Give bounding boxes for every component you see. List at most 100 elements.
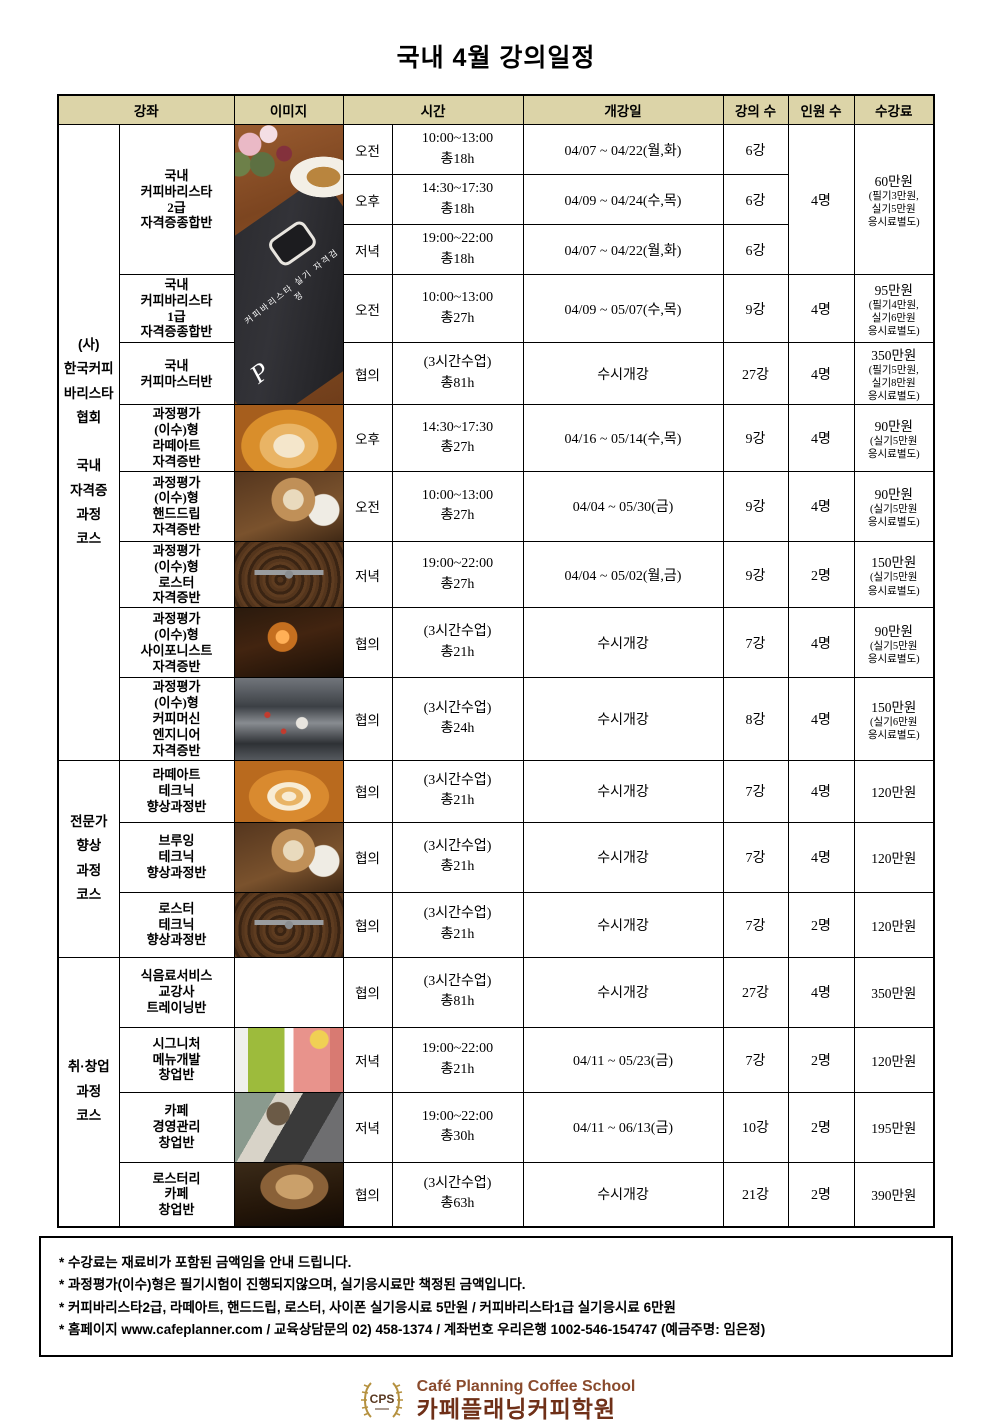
- roastery-beans-photo: [235, 1163, 342, 1227]
- date-cell: 04/09 ~ 05/07(수,목): [522, 274, 724, 343]
- table-row: 카페 경영관리 창업반 저녁 19:00~22:00 총30h 04/11 ~ …: [58, 1091, 935, 1163]
- capacity-cell: 4명: [787, 956, 855, 1028]
- latte-art-pour-photo: [235, 405, 342, 471]
- fee-amount: 90만원: [874, 623, 913, 639]
- date-cell: 04/11 ~ 05/23(금): [522, 1026, 724, 1093]
- time-cell: 10:00~13:00 총18h: [391, 124, 524, 175]
- table-row: (사) 한국커피 바리스타 협회 국내 자격증 과정 코스 국내 커피바리스타 …: [57, 123, 935, 761]
- logo-korean-name: 카페플래닝커피학원: [416, 1396, 617, 1423]
- header-fee: 수강료: [853, 94, 935, 125]
- header-row: 강좌 이미지 시간 개강일 강의 수 인원 수 수강료: [57, 94, 935, 125]
- laurel-wreath-icon: CPS: [360, 1382, 403, 1418]
- date-cell: 04/11 ~ 06/13(금): [522, 1091, 724, 1163]
- lectures-cell: 10강: [722, 1091, 789, 1163]
- time-cell: (3시간수업) 총21h: [391, 891, 524, 958]
- table-row: 전문가 향상 과정 코스 라떼아트 테크닉 향상과정반 협의 (3시간수업) 총…: [57, 759, 935, 958]
- image-cell: [233, 821, 344, 893]
- course-name-cell: 국내 커피마스터반: [118, 341, 235, 406]
- period-cell: 오후: [342, 174, 393, 225]
- date-cell: 수시개강: [522, 759, 724, 823]
- fee-amount: 350만원: [871, 348, 917, 363]
- page-title: 국내 4월 강의일정: [396, 44, 596, 72]
- time-cell: (3시간수업) 총81h: [391, 956, 524, 1028]
- fee-cell: 150만원 (실기6만원 응시료별도): [853, 677, 935, 761]
- time-cell: (3시간수업) 총24h: [391, 677, 524, 761]
- group-label-cell: 취·창업 과정 코스: [57, 956, 120, 1228]
- lectures-cell: 7강: [722, 891, 789, 958]
- table-row: 과정평가 (이수)형 로스터 자격증반 저녁 19:00~22:00 총27h …: [58, 540, 935, 609]
- capacity-cell: 2명: [787, 1026, 855, 1093]
- lectures-cell: 9강: [722, 404, 789, 472]
- date-cell: 수시개강: [522, 956, 724, 1028]
- image-cell: [233, 956, 344, 1028]
- date-cell: 수시개강: [522, 1161, 724, 1228]
- roasting-beans-photo: [235, 542, 342, 607]
- fee-note: (필기4만원, 실기6만원 응시료별도): [867, 299, 920, 338]
- time-cell: 10:00~13:00 총27h: [391, 274, 524, 343]
- table-row: 로스터리 카페 창업반 협의 (3시간수업) 총63h 수시개강 21강 2명 …: [58, 1161, 935, 1228]
- period-cell: 오후: [342, 404, 393, 472]
- course-name-cell: 과정평가 (이수)형 핸드드립 자격증반: [118, 470, 235, 542]
- period-cell: 오전: [342, 124, 393, 175]
- fee-note: (실기5만원 응시료별도): [867, 640, 920, 665]
- period-cell: 협의: [342, 1161, 393, 1228]
- time-cell: 19:00~22:00 총27h: [391, 540, 524, 609]
- period-cell: 협의: [342, 821, 393, 893]
- espresso-machine-parts-photo: [235, 678, 342, 760]
- course-name-cell: 로스터리 카페 창업반: [118, 1161, 235, 1228]
- capacity-cell: 4명: [787, 404, 855, 472]
- time-cell: 14:30~17:30 총18h: [391, 174, 524, 225]
- image-cell: [233, 540, 344, 609]
- capacity-cell: 4명: [787, 677, 855, 761]
- date-cell: 04/09 ~ 04/24(수,목): [522, 174, 724, 225]
- lectures-cell: 7강: [722, 821, 789, 893]
- time-cell: (3시간수업) 총21h: [391, 821, 524, 893]
- fee-amount: 390만원: [871, 1188, 917, 1204]
- date-cell: 04/16 ~ 05/14(수,목): [522, 404, 724, 472]
- schedule-table: 강좌 이미지 시간 개강일 강의 수 인원 수 수강료 (사) 한국커피 바리스…: [57, 94, 935, 1229]
- fee-amount: 95만원: [874, 282, 913, 298]
- fee-note: (필기5만원, 실기8만원 응시료별도): [867, 365, 920, 403]
- lectures-cell: 27강: [722, 956, 789, 1028]
- fee-cell: 90만원 (실기5만원 응시료별도): [853, 607, 935, 679]
- course-name-cell: 브루잉 테크닉 향상과정반: [118, 821, 235, 893]
- note-line: * 수강료는 재료비가 포함된 금액임을 안내 드립니다.: [59, 1255, 352, 1271]
- period-cell: 협의: [342, 759, 393, 823]
- fee-note: (실기5만원 응시료별도): [867, 504, 920, 529]
- fee-cell: 90만원 (실기5만원 응시료별도): [853, 404, 935, 472]
- time-cell: (3시간수업) 총63h: [391, 1161, 524, 1228]
- period-cell: 저녁: [342, 1091, 393, 1163]
- latte-art-rosetta-photo: [235, 761, 342, 822]
- course-name-cell: 과정평가 (이수)형 커피머신 엔지니어 자격증반: [118, 677, 235, 761]
- date-cell: 04/07 ~ 04/22(월,화): [522, 224, 724, 275]
- image-cell: [233, 470, 344, 542]
- capacity-cell: 2명: [787, 891, 855, 958]
- table-row: 저녁 19:00~22:00 총18h 04/07 ~ 04/22(월,화) 6…: [58, 224, 934, 275]
- fee-amount: 120만원: [871, 918, 917, 934]
- image-cell: [233, 404, 344, 472]
- course-name-cell: 과정평가 (이수)형 라떼아트 자격증반: [118, 404, 235, 472]
- capacity-cell: 2명: [787, 1091, 855, 1163]
- lectures-cell: 8강: [722, 677, 789, 761]
- barista-cert-kit-photo: 커피바리스타 실기 자격검정 P: [235, 125, 342, 404]
- table-row: 브루잉 테크닉 향상과정반 협의 (3시간수업) 총21h 수시개강 7강 4명…: [58, 821, 935, 893]
- fee-note: (실기5만원 응시료별도): [867, 572, 920, 597]
- fee-amount: 60만원: [874, 173, 913, 189]
- period-cell: 협의: [342, 891, 393, 958]
- signature-menu-photo: [235, 1028, 342, 1092]
- roaster-technique-photo: [235, 893, 342, 957]
- period-cell: 협의: [342, 607, 393, 679]
- header-start-date: 개강일: [522, 94, 724, 125]
- time-cell: 14:30~17:30 총27h: [391, 404, 524, 472]
- time-cell: 19:00~22:00 총30h: [391, 1091, 524, 1163]
- period-cell: 오전: [342, 274, 393, 343]
- fee-amount: 195만원: [871, 1121, 917, 1137]
- image-cell: [233, 1026, 344, 1093]
- course-name-cell: 라떼아트 테크닉 향상과정반: [118, 759, 235, 823]
- date-cell: 수시개강: [522, 891, 724, 958]
- fee-cell: 120만원: [853, 891, 935, 958]
- table-row: 로스터 테크닉 향상과정반 협의 (3시간수업) 총21h 수시개강 7강 2명…: [58, 891, 935, 958]
- hand-drip-photo: [235, 472, 342, 541]
- logo-english-name: Café Planning Coffee School: [416, 1377, 636, 1395]
- table-row: 취·창업 과정 코스 식음료서비스 교강사 트레이닝반 협의 (3시간수업) 총…: [57, 956, 935, 1228]
